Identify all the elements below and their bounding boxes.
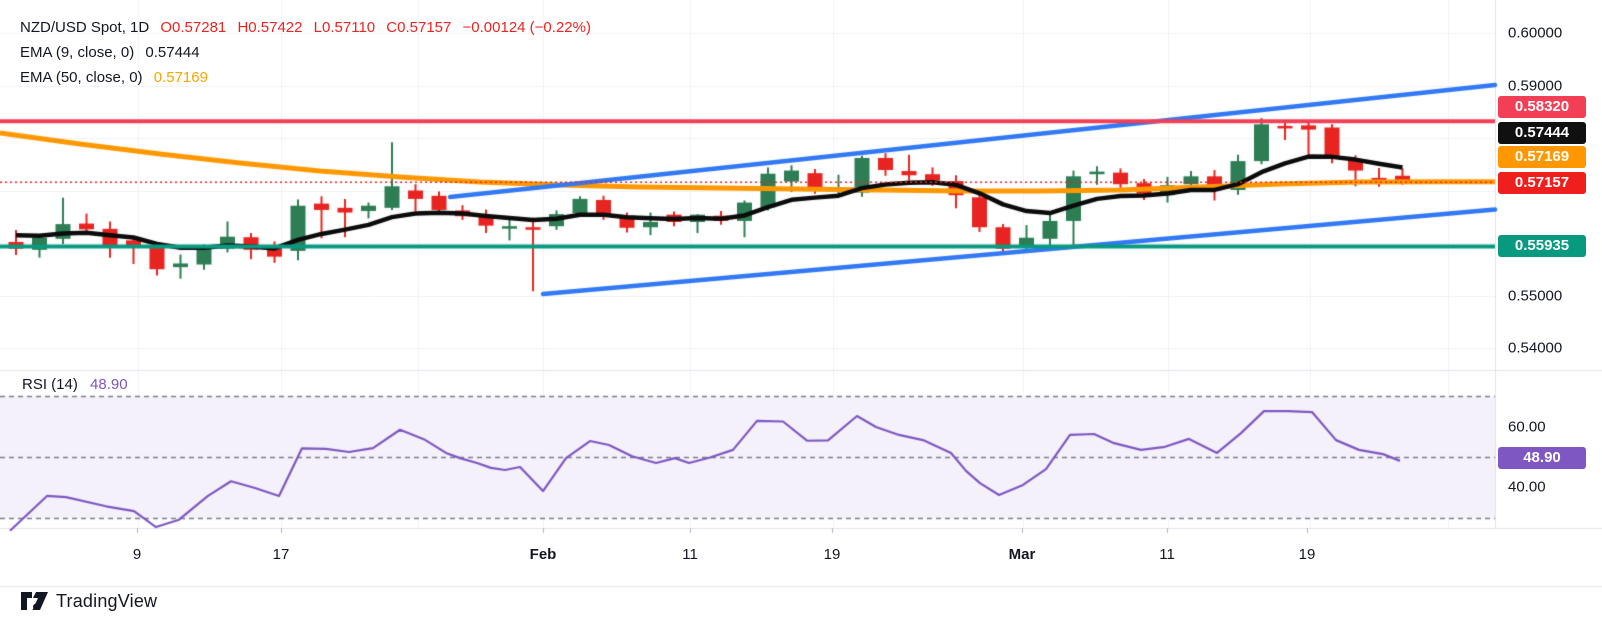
time-axis-label: 11 (682, 546, 698, 563)
time-axis-label: Mar (1008, 546, 1036, 563)
ema50-label: EMA (50, close, 0) (20, 69, 143, 86)
footer-brand[interactable]: TradingView (20, 590, 157, 612)
tradingview-logo-icon (21, 592, 48, 610)
rsi-legend-row[interactable]: RSI (14) 48.90 (22, 376, 128, 393)
time-axis-label: Feb (529, 546, 557, 563)
rsi-axis-label: 60.00 (1508, 418, 1546, 436)
price-axis-label: 0.59000 (1508, 77, 1563, 95)
time-axis-label: 17 (272, 546, 290, 563)
price-axis-label: 0.60000 (1508, 24, 1563, 42)
last-price-badge: 0.57157 (1498, 172, 1586, 194)
resistance-badge: 0.58320 (1498, 96, 1586, 118)
price-axis-label: 0.54000 (1508, 339, 1563, 357)
time-axis-label: 11 (1159, 546, 1175, 563)
ema50-badge: 0.57169 (1498, 146, 1586, 168)
price-axis-label: 0.55000 (1508, 287, 1563, 305)
ohlc-high: H0.57422 (237, 19, 303, 36)
rsi-label: RSI (14) (22, 376, 78, 393)
time-axis-label: 19 (823, 546, 841, 563)
support-badge: 0.55935 (1498, 235, 1586, 257)
ema9-label: EMA (9, close, 0) (20, 44, 135, 61)
ema9-badge: 0.57444 (1498, 122, 1586, 144)
chart-legend: NZD/USD Spot, 1D O0.57281 H0.57422 L0.57… (20, 16, 598, 91)
ohlc-open: O0.57281 (160, 19, 227, 36)
ema9-value: 0.57444 (145, 44, 200, 61)
ema50-legend-row[interactable]: EMA (50, close, 0) 0.57169 (20, 66, 598, 90)
time-axis-label: 19 (1298, 546, 1316, 563)
brand-name: TradingView (56, 590, 158, 611)
symbol-legend-row[interactable]: NZD/USD Spot, 1D O0.57281 H0.57422 L0.57… (20, 16, 598, 40)
time-axis-label: 9 (132, 546, 142, 563)
ema9-legend-row[interactable]: EMA (9, close, 0) 0.57444 (20, 41, 598, 65)
ohlc-low: L0.57110 (313, 19, 376, 36)
ohlc-close: C0.57157 (386, 19, 452, 36)
change-value: −0.00124 (−0.22%) (462, 19, 591, 36)
symbol-title: NZD/USD Spot, 1D (20, 19, 150, 36)
rsi-value: 48.90 (90, 376, 128, 393)
rsi-value-badge: 48.90 (1498, 447, 1586, 469)
rsi-axis-label: 40.00 (1508, 478, 1546, 496)
ema50-value: 0.57169 (153, 69, 208, 86)
